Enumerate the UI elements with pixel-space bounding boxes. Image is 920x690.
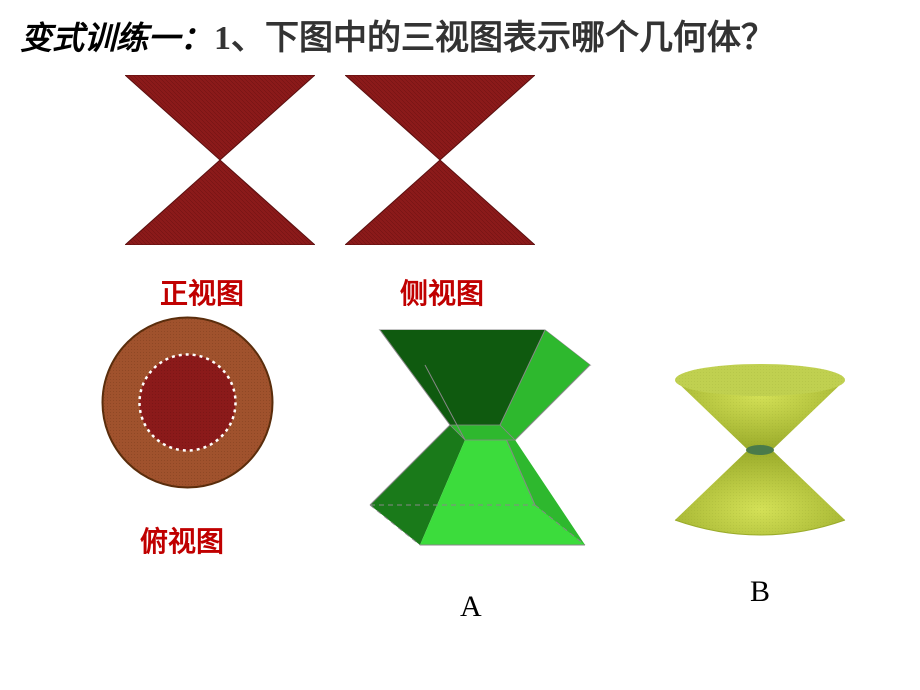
title-row: 变式训练一： 1、下图中的三视图表示哪个几何体？ <box>20 10 775 59</box>
side-view-shape <box>345 75 535 245</box>
solid-b <box>660 350 860 550</box>
title-question: 1、下图中的三视图表示哪个几何体？ <box>214 10 775 59</box>
top-view-label: 俯视图 <box>140 520 224 560</box>
option-b-label: B <box>750 575 770 609</box>
title-prefix: 变式训练一： <box>20 13 212 59</box>
top-view-shape <box>100 315 275 490</box>
option-a-label: A <box>460 590 482 624</box>
front-view-shape <box>125 75 315 245</box>
solid-a <box>340 305 610 565</box>
front-view-label: 正视图 <box>160 272 244 312</box>
